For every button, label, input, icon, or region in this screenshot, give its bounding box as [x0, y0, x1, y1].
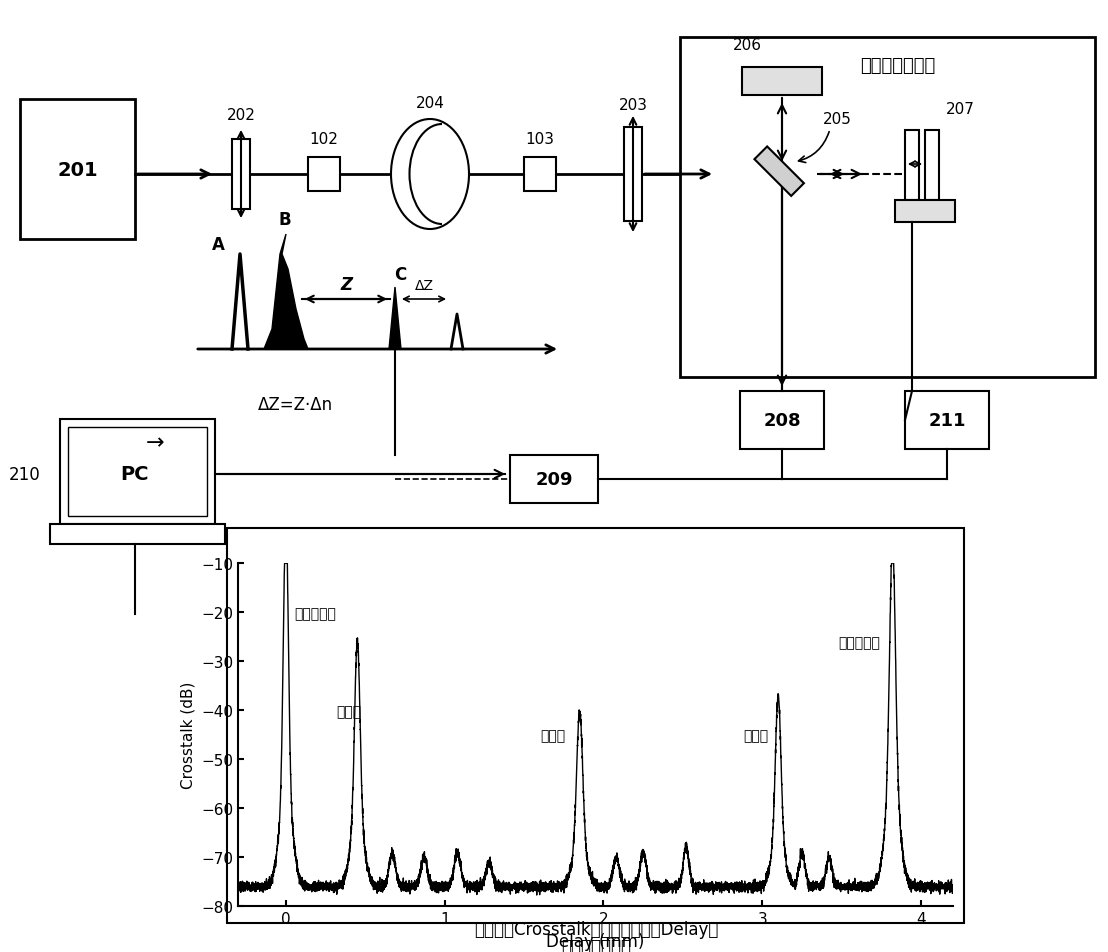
Text: 变化关系曲线图: 变化关系曲线图 [561, 937, 632, 952]
Text: 燔接点: 燔接点 [337, 704, 362, 719]
Text: →: → [146, 433, 164, 452]
Text: 串扰量（Crosstalk）随延迟距离（Delay）: 串扰量（Crosstalk）随延迟距离（Delay） [474, 920, 718, 938]
X-axis label: Delay (mm): Delay (mm) [546, 932, 645, 950]
Bar [232, 140, 250, 209]
Text: 光输出端口: 光输出端口 [839, 636, 881, 650]
Bar [905, 391, 989, 449]
Bar [905, 130, 919, 201]
Bar [895, 201, 955, 223]
Polygon shape [389, 288, 401, 349]
Bar [742, 68, 822, 96]
Text: 210: 210 [9, 466, 41, 484]
Bar [740, 391, 824, 449]
Text: 207: 207 [945, 103, 974, 117]
Text: C: C [393, 266, 407, 284]
Bar [755, 148, 804, 197]
Bar [624, 128, 642, 222]
Text: ΔZ: ΔZ [414, 279, 433, 292]
Text: 202: 202 [226, 108, 256, 123]
Text: B: B [279, 210, 291, 228]
Bar [524, 158, 556, 191]
Text: 103: 103 [525, 132, 554, 148]
Text: 201: 201 [58, 160, 98, 179]
Text: Z: Z [340, 276, 352, 293]
Text: 102: 102 [309, 132, 338, 148]
Text: 209: 209 [535, 470, 573, 488]
Text: ΔZ=Z·Δn: ΔZ=Z·Δn [257, 396, 332, 413]
Text: 206: 206 [732, 38, 761, 53]
Bar [20, 100, 135, 240]
Text: PC: PC [121, 465, 150, 484]
Bar [510, 455, 598, 504]
Text: 211: 211 [929, 411, 966, 429]
Ellipse shape [391, 120, 469, 229]
Text: 203: 203 [618, 98, 647, 113]
Bar [60, 420, 215, 525]
Bar [925, 130, 938, 201]
FancyArrowPatch shape [799, 132, 829, 164]
Y-axis label: Crosstalk (dB): Crosstalk (dB) [181, 682, 196, 788]
Bar [680, 38, 1095, 378]
Text: 燔接点: 燔接点 [743, 729, 768, 743]
Bar [68, 427, 207, 516]
Text: 迈克耳逆干涉仪: 迈克耳逆干涉仪 [860, 57, 935, 75]
Text: 串扰点: 串扰点 [540, 729, 565, 743]
Text: 204: 204 [416, 95, 444, 110]
Text: 光输入端口: 光输入端口 [294, 606, 336, 621]
Bar [50, 525, 225, 545]
Text: 208: 208 [763, 411, 801, 429]
Text: A: A [212, 236, 225, 254]
Bar [308, 158, 340, 191]
Text: 205: 205 [822, 112, 851, 128]
Polygon shape [258, 235, 308, 349]
